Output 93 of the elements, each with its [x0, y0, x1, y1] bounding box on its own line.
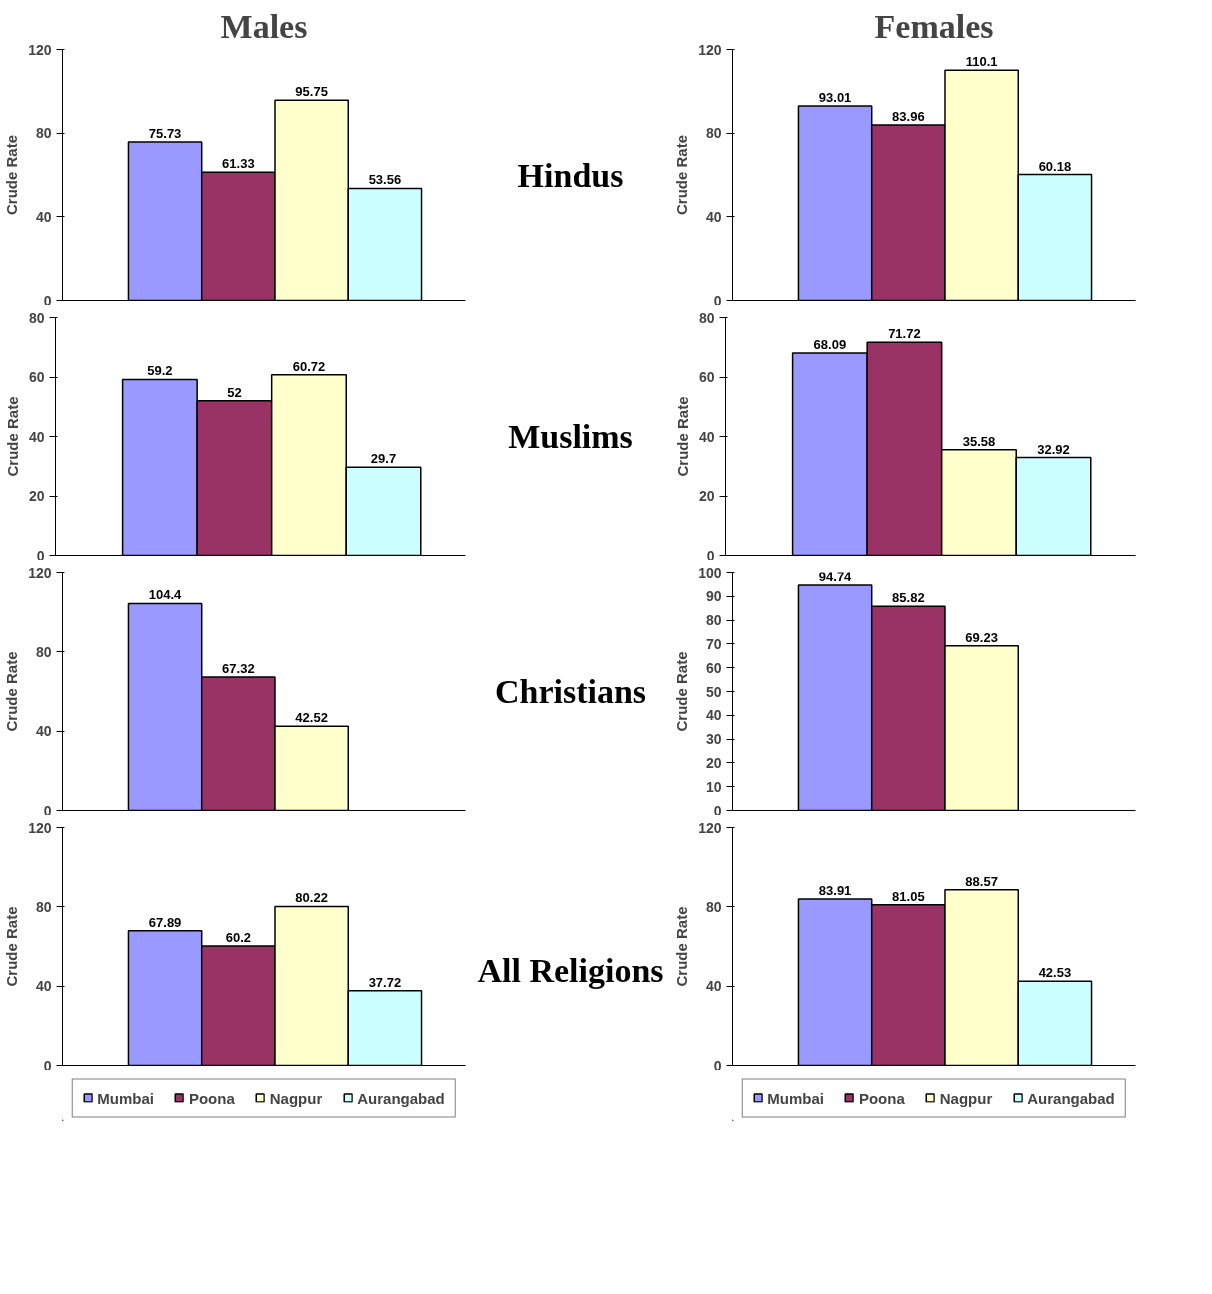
y-tick-label: 40: [28, 428, 45, 445]
y-tick-label: 40: [35, 208, 52, 225]
data-label: 85.82: [892, 590, 925, 606]
y-tick-label: 40: [35, 978, 52, 995]
y-axis-title: Crude Rate: [673, 396, 691, 477]
y-tick-label: 90: [705, 588, 722, 605]
y-tick-label: 0: [36, 547, 45, 564]
y-tick-label: 40: [35, 723, 52, 740]
legend-label: Poona: [188, 1089, 235, 1106]
y-tick-label: 120: [698, 819, 722, 836]
y-tick-label: 80: [28, 309, 45, 326]
legend-label: Mumbai: [97, 1089, 154, 1106]
data-label: 83.96: [892, 108, 925, 124]
y-tick-label: 0: [713, 1057, 722, 1074]
y-axis-title: Crude Rate: [3, 906, 21, 987]
y-tick-label: 0: [43, 1057, 52, 1074]
data-label: 80.22: [295, 890, 328, 906]
legend-label: Mumbai: [767, 1089, 824, 1106]
data-label: 67.89: [148, 914, 182, 930]
data-label: 75.73: [148, 126, 182, 142]
data-label: 37.72: [368, 974, 402, 990]
y-tick-label: 80: [35, 898, 52, 915]
data-label: 60.18: [1038, 158, 1072, 174]
legend-label: Aurangabad: [357, 1089, 445, 1106]
y-tick-label: 100: [698, 564, 722, 581]
y-tick-label: 10: [705, 778, 722, 795]
y-tick-label: 0: [713, 292, 722, 309]
y-tick-label: 0: [43, 802, 52, 819]
y-axis-title: Crude Rate: [3, 396, 21, 477]
data-label: 67.32: [222, 660, 255, 676]
data-label: 88.57: [965, 873, 998, 889]
data-label: 32.92: [1037, 441, 1070, 457]
data-label: 53.56: [368, 172, 402, 188]
y-tick-label: 80: [705, 125, 722, 142]
data-label: 68.09: [813, 336, 847, 352]
y-tick-label: 80: [35, 125, 52, 142]
legend-label: Nagpur: [939, 1089, 993, 1106]
y-tick-label: 50: [705, 683, 722, 700]
y-axis-title: Crude Rate: [3, 651, 21, 732]
data-label: 95.75: [295, 84, 328, 100]
text: All Religions: [477, 952, 664, 989]
y-axis-title: Crude Rate: [673, 651, 691, 732]
data-label: 52: [227, 384, 242, 400]
y-tick-label: 40: [705, 208, 722, 225]
text: Muslims: [508, 418, 633, 455]
legend-label: Aurangabad: [1027, 1089, 1115, 1106]
data-label: 42.53: [1038, 965, 1072, 981]
data-label: 71.72: [888, 326, 921, 342]
text: Hindus: [517, 156, 624, 194]
y-tick-label: 70: [705, 635, 722, 652]
data-label: 61.33: [222, 156, 255, 172]
y-tick-label: 20: [698, 488, 715, 504]
y-tick-label: 20: [28, 488, 45, 504]
y-axis-title: Crude Rate: [673, 134, 691, 216]
data-label: 69.23: [965, 629, 998, 645]
text: Christians: [494, 673, 647, 710]
y-axis-title: Crude Rate: [3, 134, 21, 216]
y-tick-label: 60: [28, 369, 45, 385]
y-tick-label: 0: [706, 547, 715, 564]
data-label: 29.7: [370, 451, 397, 467]
data-label: 104.4: [148, 587, 183, 603]
data-label: 93.01: [818, 89, 852, 105]
data-label: 83.91: [818, 883, 852, 899]
y-tick-label: 40: [705, 978, 722, 995]
y-tick-label: 0: [43, 292, 52, 309]
y-tick-label: 120: [698, 41, 722, 58]
legend-label: Poona: [858, 1089, 905, 1106]
data-label: 110.1: [965, 54, 998, 70]
y-tick-label: 20: [705, 754, 722, 771]
chart-title: Males: [220, 7, 308, 45]
y-tick-label: 60: [698, 369, 715, 385]
y-tick-label: 80: [705, 612, 722, 629]
data-label: 42.52: [295, 710, 328, 726]
data-label: 59.2: [147, 363, 173, 379]
data-label: 60.72: [292, 358, 326, 374]
data-label: 81.05: [892, 888, 925, 904]
y-tick-label: 120: [28, 564, 52, 581]
y-tick-label: 40: [705, 707, 722, 724]
y-tick-label: 120: [28, 41, 52, 58]
y-tick-label: 30: [705, 731, 722, 748]
y-tick-label: 60: [705, 659, 722, 676]
y-tick-label: 80: [705, 898, 722, 915]
y-tick-label: 80: [698, 309, 715, 326]
data-label: 60.2: [225, 930, 252, 946]
legend-label: Nagpur: [269, 1089, 323, 1106]
data-label: 35.58: [962, 433, 996, 449]
y-tick-label: 120: [28, 819, 52, 836]
y-tick-label: 40: [698, 428, 715, 445]
data-label: 94.74: [818, 569, 853, 585]
y-tick-label: 80: [35, 643, 52, 660]
chart-title: Females: [874, 7, 994, 45]
y-tick-label: 0: [713, 802, 722, 819]
y-axis-title: Crude Rate: [673, 906, 691, 987]
